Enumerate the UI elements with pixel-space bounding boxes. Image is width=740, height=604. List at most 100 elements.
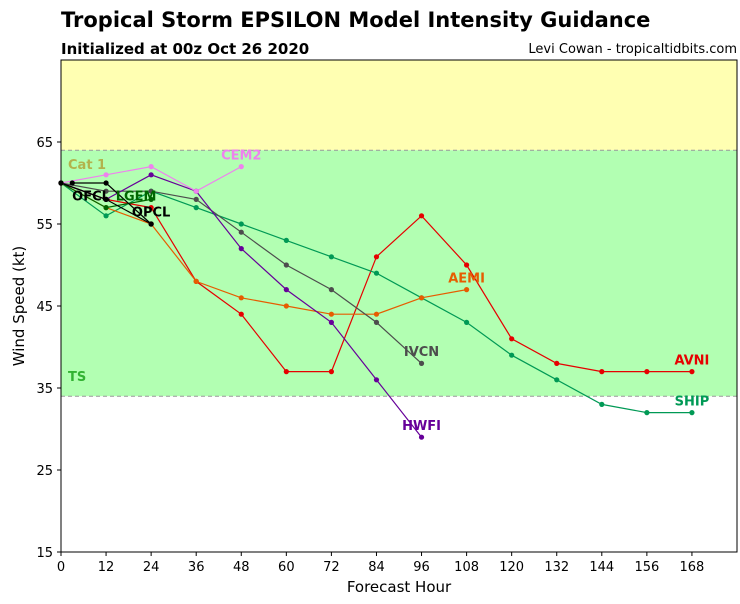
band-threshold-lines	[61, 149, 737, 397]
series-line-aemi	[60, 182, 467, 315]
series-label-lgem: LGEM	[116, 189, 157, 204]
x-tick-label-132: 132	[544, 560, 569, 575]
x-tick-label-24: 24	[143, 560, 160, 575]
point-ivcn-48	[238, 229, 244, 235]
y-axis: 15 25 35 45 55 65	[36, 136, 61, 561]
x-axis: 0 12 24 36 48 60 72 84 96 108 120 132 144 156 168	[57, 552, 704, 575]
band-labels: Cat 1 TS	[68, 158, 106, 385]
series-label-ivcn: IVCN	[404, 345, 439, 360]
chart-subtitle: Initialized at 00z Oct 26 2020	[61, 40, 310, 58]
point-avni-60	[283, 369, 289, 375]
point-avni-24	[148, 205, 154, 211]
point-hwfi-96	[418, 434, 425, 440]
x-tick-label-72: 72	[323, 560, 340, 575]
band-label-ts: TS	[68, 370, 86, 385]
series-labels: AVNI SHIP AEMI IVCN HWFI CEM2 LGEM OFCL OPCL	[72, 148, 709, 434]
point-ivcn-60	[283, 262, 289, 268]
point-ofcl-3	[69, 180, 75, 186]
point-ship-120	[509, 352, 515, 358]
point-ivcn-36	[193, 196, 199, 202]
point-ivcn-96	[418, 360, 425, 366]
point-avni-156	[644, 369, 650, 375]
x-tick-label-120: 120	[499, 560, 524, 575]
point-ship-60	[283, 237, 289, 243]
y-axis-label: Wind Speed (kt)	[10, 246, 28, 367]
x-tick-label-168: 168	[680, 560, 705, 575]
point-lgem-12	[103, 205, 109, 211]
x-tick-label-108: 108	[454, 560, 479, 575]
x-tick-label-84: 84	[368, 560, 385, 575]
point-cem2-12	[103, 172, 109, 178]
point-hwfi-84	[373, 377, 380, 383]
point-ship-156	[644, 410, 650, 416]
y-tick-label-25: 25	[36, 464, 53, 479]
point-ship-72	[328, 254, 334, 260]
band-ts	[61, 150, 737, 397]
x-tick-label-12: 12	[98, 560, 115, 575]
x-tick-label-60: 60	[278, 560, 295, 575]
point-hwfi-72	[328, 319, 334, 325]
point-avni-72	[328, 369, 334, 375]
point-ship-144	[599, 401, 605, 407]
intensity-bands	[61, 60, 737, 397]
point-avni-132	[554, 360, 560, 366]
point-ship-48	[238, 221, 244, 227]
series-label-aemi: AEMI	[448, 271, 485, 286]
point-cem2-24	[148, 164, 154, 170]
chart-credit: Levi Cowan - tropicaltidbits.com	[528, 42, 737, 57]
x-tick-label-48: 48	[233, 560, 250, 575]
x-tick-label-0: 0	[57, 560, 65, 575]
point-aemi-108	[464, 287, 470, 293]
point-hwfi-48	[238, 246, 244, 252]
x-tick-label-96: 96	[413, 560, 430, 575]
point-ivcn-12	[103, 188, 109, 194]
series-label-cem2: CEM2	[221, 148, 261, 163]
point-ship-108	[464, 319, 470, 325]
point-aemi-60	[283, 303, 289, 309]
point-aemi-36	[193, 278, 199, 284]
point-avni-48	[238, 311, 244, 317]
point-avni-144	[599, 369, 605, 375]
band-label-cat-1: Cat 1	[68, 158, 106, 173]
series-label-ofcl: OFCL	[72, 189, 110, 204]
point-lgem-24	[148, 196, 154, 202]
series-label-ship: SHIP	[675, 394, 710, 409]
y-tick-label-35: 35	[36, 382, 53, 397]
point-ivcn-84	[373, 319, 380, 325]
point-avni-168	[689, 369, 695, 375]
point-avni-84	[373, 254, 380, 260]
point-avni-108	[464, 262, 470, 268]
point-avni-120	[509, 336, 515, 342]
point-ivcn-24	[148, 188, 154, 194]
point-aemi-84	[373, 311, 380, 317]
series-points	[58, 164, 695, 440]
point-avni-96	[418, 213, 425, 219]
point-cem2-48	[238, 164, 244, 170]
point-hwfi-24	[148, 172, 154, 178]
point-hwfi-60	[283, 287, 289, 293]
y-tick-label-65: 65	[36, 136, 53, 151]
point-opcl-24	[148, 221, 154, 227]
x-tick-label-156: 156	[634, 560, 659, 575]
point-ship-168	[689, 410, 695, 416]
series-label-opcl: OPCL	[132, 206, 170, 221]
point-opcl-12	[103, 196, 109, 202]
point-ofcl-12	[103, 180, 109, 186]
point-aemi-48	[238, 295, 244, 301]
series-label-avni: AVNI	[674, 353, 709, 368]
point-ship-36	[193, 205, 199, 211]
x-tick-label-36: 36	[188, 560, 205, 575]
band-cat-1	[61, 60, 737, 151]
series-label-hwfi: HWFI	[402, 419, 441, 434]
x-tick-label-144: 144	[589, 560, 614, 575]
point-ivcn-72	[328, 287, 334, 293]
y-tick-label-55: 55	[36, 218, 53, 233]
point-aemi-96	[418, 295, 425, 301]
x-axis-label: Forecast Hour	[347, 578, 452, 596]
point-ship-12	[103, 213, 109, 219]
point-cem2-36	[193, 188, 199, 194]
y-tick-label-45: 45	[36, 300, 53, 315]
point-aemi-72	[328, 311, 334, 317]
point-ship-84	[373, 270, 380, 276]
